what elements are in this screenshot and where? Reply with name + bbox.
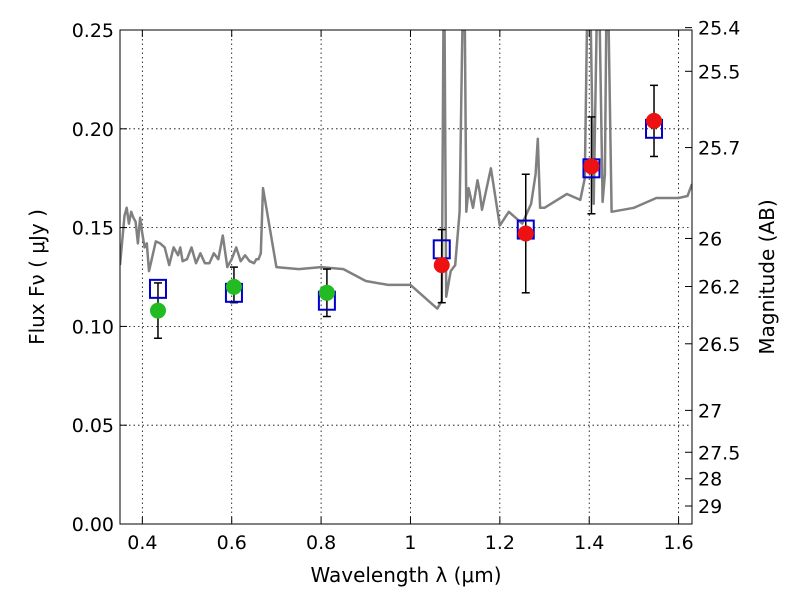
observed-nir-point [517,225,534,242]
y2-tick-label: 26.5 [698,334,740,356]
x-tick-label: 1.2 [485,532,515,554]
y-tick-label: 0.10 [72,316,114,338]
y-tick-label: 0.00 [72,514,114,536]
y-axis-label: Flux Fν ( μJy ) [25,209,49,345]
y2-axis-label: Magnitude (AB) [755,199,779,354]
observed-nir-point [583,158,600,175]
x-tick-label: 1.6 [663,532,693,554]
y2-tick-label: 27 [698,400,722,422]
plot-frame [119,29,693,525]
y-tick-label: 0.20 [72,119,114,141]
x-tick-label: 1.4 [574,532,604,554]
y2-tick-label: 26 [698,228,722,250]
y2-tick-label: 27.5 [698,442,740,464]
observed-optical-point [149,302,166,319]
observed-optical-point [225,278,242,295]
y2-tick-label: 28 [698,469,722,491]
x-axis-label: Wavelength λ (μm) [310,563,501,587]
spectrum-line [120,30,692,310]
y2-tick-label: 25.5 [698,61,740,83]
observed-optical-point [318,284,335,301]
y-tick-label: 0.25 [72,20,114,42]
observed-nir-point [646,112,663,129]
data-layer [120,30,692,340]
axis-ticks: 0.4 0.6 0.8 1 1.2 1.4 1.6 0.00 0.05 0.10 0.15 0.20 0… [72,18,741,554]
model-photometry-square [148,278,167,299]
y2-tick-label: 26.2 [698,276,740,298]
y2-tick-label: 29 [698,496,722,518]
x-tick-label: 0.6 [217,532,247,554]
y-tick-label: 0.15 [72,218,114,240]
x-tick-label: 0.4 [127,532,157,554]
observed-nir-point [433,257,450,274]
plot-area [120,30,692,524]
x-tick-label: 1 [404,532,416,554]
y2-tick-label: 25.4 [698,18,740,40]
x-tick-label: 0.8 [306,532,336,554]
y-tick-label: 0.05 [72,415,114,437]
y2-tick-label: 25.7 [698,138,740,160]
